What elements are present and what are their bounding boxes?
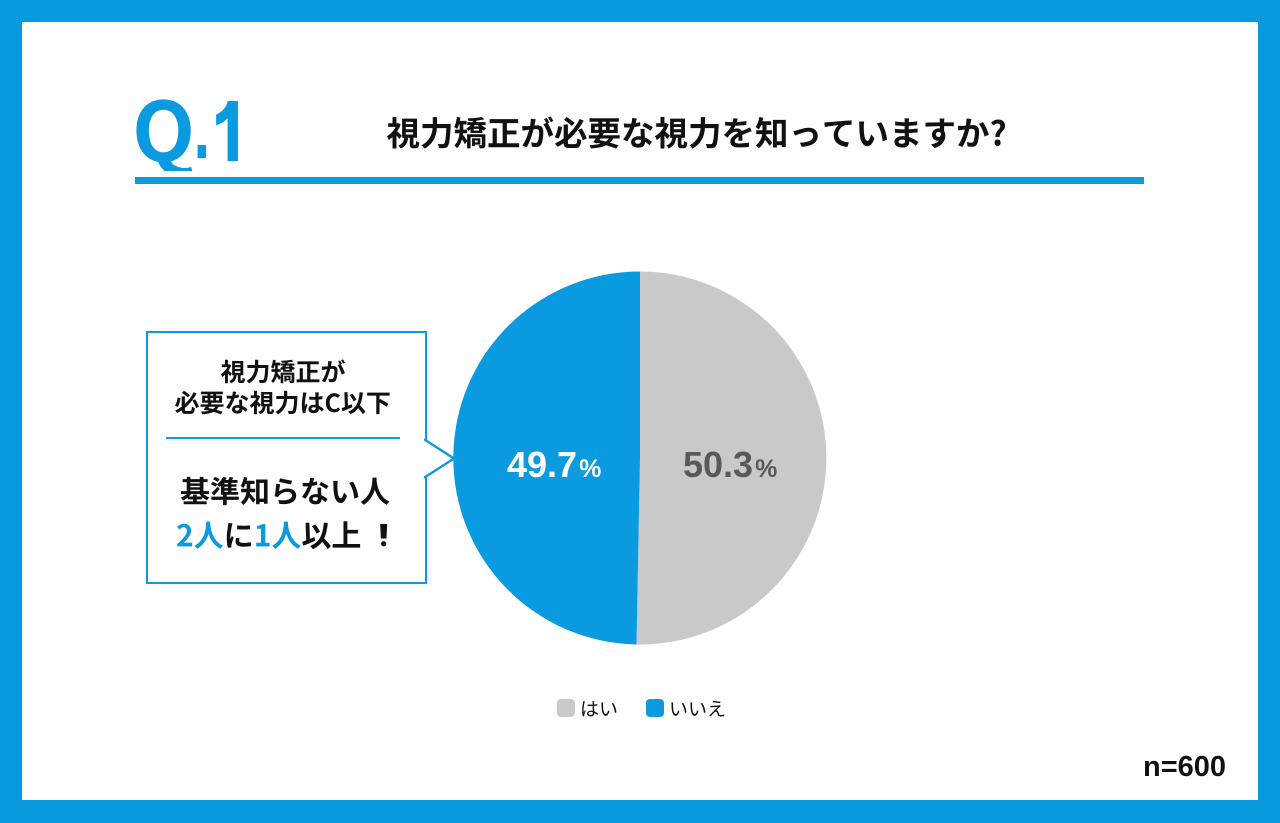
page-title: 視力矯正が必要な視力を知っていますか? <box>386 116 1008 155</box>
pie-value-no-percent-sign: % <box>579 455 602 483</box>
legend-label-no: いいえ <box>669 699 726 723</box>
callout-pointer-arrow <box>424 438 457 479</box>
pie-value-label-no: 49.7% <box>507 447 601 483</box>
callout-headline-line2: 2人に1人以上！ <box>176 520 392 555</box>
pie-value-yes-percent-sign: % <box>755 455 778 483</box>
callout-headline-line1: 基準知らない人 <box>180 476 390 511</box>
callout-divider-line <box>166 437 400 439</box>
title-underline <box>135 177 1144 184</box>
glyph-text <box>220 359 345 384</box>
callout-pointer-fill <box>424 439 454 478</box>
legend-label-yes: はい <box>580 699 618 723</box>
pie-value-label-yes: 50.3% <box>683 447 777 483</box>
glyph-text <box>175 390 390 415</box>
glyph-text <box>582 701 617 717</box>
glyph-text <box>386 116 1006 149</box>
pie-chart <box>453 271 827 645</box>
callout-note-line1: 視力矯正が <box>220 359 346 389</box>
glyph-text <box>136 99 238 178</box>
pie-slice-いいえ <box>453 271 640 645</box>
question-number: Q.1 <box>132 89 239 178</box>
callout-pointer-outline <box>424 438 457 479</box>
glyph-text <box>180 476 390 506</box>
legend-swatch-yes <box>557 699 575 717</box>
sample-size-note: n=600 <box>1143 751 1227 783</box>
callout-note-line2: 必要な視力はC以下 <box>175 390 392 420</box>
legend-swatch-no <box>646 699 664 717</box>
pie-value-no: 49.7 <box>507 444 578 485</box>
glyph-text <box>671 700 725 717</box>
glyph-text <box>177 521 388 550</box>
pie-value-yes: 50.3 <box>683 444 754 485</box>
pie-slice-はい <box>636 271 827 645</box>
